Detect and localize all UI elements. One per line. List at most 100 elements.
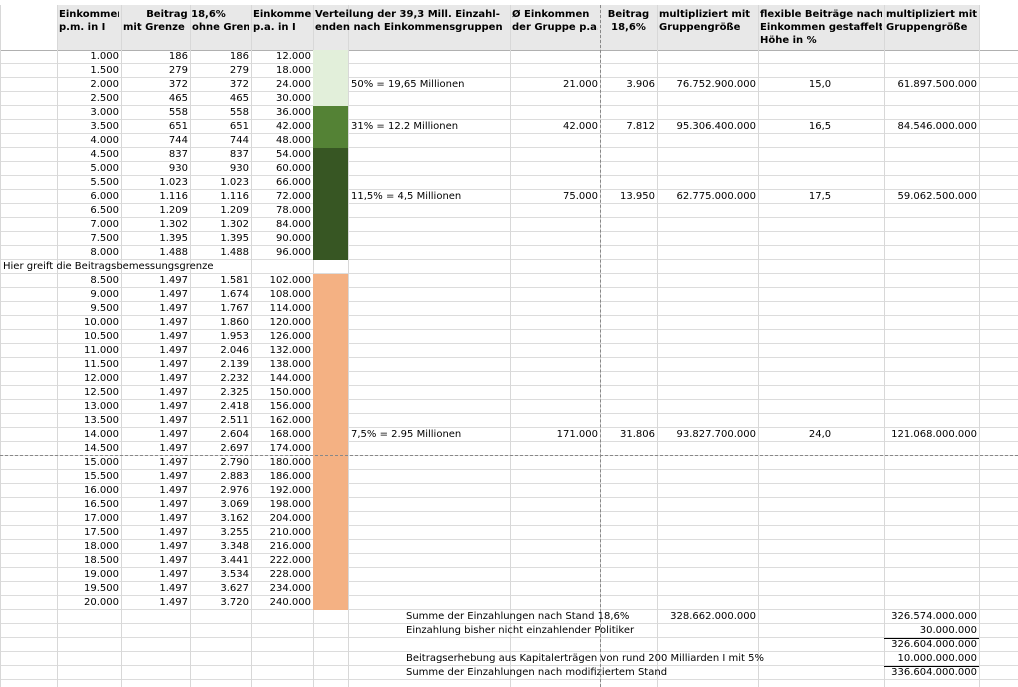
contribution-uncapped: 1.953	[220, 331, 249, 342]
income-pa: 66.000	[276, 177, 311, 188]
header-text: der Gruppe p.a.	[512, 22, 598, 33]
income-pa: 210.000	[269, 527, 311, 538]
contribution-uncapped: 2.697	[220, 443, 249, 454]
income-pm: 12.000	[84, 373, 119, 384]
group-share: 50% = 19,65 Millionen	[351, 79, 465, 90]
income-pm: 1.000	[90, 51, 119, 62]
income-pa: 174.000	[269, 443, 311, 454]
summary-label: Summe der Einzahlungen nach modifizierte…	[406, 667, 668, 678]
contribution-uncapped: 1.023	[220, 177, 249, 188]
income-band	[313, 414, 348, 428]
column-line	[657, 5, 658, 687]
income-pa: 18.000	[276, 65, 311, 76]
contribution-capped: 1.497	[159, 429, 188, 440]
income-pa: 72.000	[276, 191, 311, 202]
contribution-uncapped: 3.069	[220, 499, 249, 510]
contribution-capped: 372	[168, 79, 188, 90]
contribution-uncapped: 1.860	[220, 317, 249, 328]
contribution-uncapped: 372	[229, 79, 249, 90]
header-text: Einkommen	[59, 9, 119, 20]
income-pa: 48.000	[276, 135, 311, 146]
contribution-capped: 1.497	[159, 359, 188, 370]
contribution-capped: 558	[168, 107, 188, 118]
contribution-uncapped: 837	[229, 149, 249, 160]
contribution-capped: 1.497	[159, 345, 188, 356]
contribution-uncapped: 3.255	[220, 527, 249, 538]
income-pm: 16.000	[84, 485, 119, 496]
row-grid	[0, 50, 1018, 687]
income-band	[313, 330, 348, 344]
income-pm: 2.500	[90, 93, 119, 104]
group-flex-rate: 15,0	[808, 79, 832, 90]
contribution-capped: 1.497	[159, 541, 188, 552]
income-pm: 8.000	[90, 247, 119, 258]
group-avg-income: 171.000	[556, 429, 598, 440]
group-flex-total: 121.068.000.000	[891, 429, 977, 440]
summary-total: 328.662.000.000	[670, 611, 756, 622]
contribution-uncapped: 1.395	[220, 233, 249, 244]
contribution-capped: 1.497	[159, 317, 188, 328]
income-band	[313, 190, 348, 204]
income-pm: 2.000	[90, 79, 119, 90]
income-pa: 234.000	[269, 583, 311, 594]
contribution-capped: 1.497	[159, 289, 188, 300]
income-band	[313, 120, 348, 134]
income-band	[313, 512, 348, 526]
income-pm: 14.000	[84, 429, 119, 440]
contribution-uncapped: 2.139	[220, 359, 249, 370]
income-pa: 126.000	[269, 331, 311, 342]
income-pa: 42.000	[276, 121, 311, 132]
contribution-uncapped: 1.209	[220, 205, 249, 216]
income-pa: 192.000	[269, 485, 311, 496]
income-pm: 9.500	[90, 303, 119, 314]
contribution-uncapped: 2.046	[220, 345, 249, 356]
summary-flex-total: 326.574.000.000	[891, 611, 977, 622]
income-band	[313, 484, 348, 498]
header-text: Beitrag 18,6%	[146, 9, 226, 20]
income-pm: 13.500	[84, 415, 119, 426]
header-text: enden nach Einkommensgruppen	[315, 22, 503, 33]
header-text: Ø Einkommen	[512, 9, 590, 20]
summary-flex-total: 10.000.000.000	[897, 653, 977, 664]
column-line	[251, 5, 252, 687]
contribution-capped: 1.497	[159, 527, 188, 538]
contribution-capped: 1.497	[159, 275, 188, 286]
column-line	[758, 5, 759, 687]
summary-flex-total: 326.604.000.000	[891, 639, 977, 650]
income-pm: 18.500	[84, 555, 119, 566]
income-band	[313, 526, 348, 540]
contribution-uncapped: 465	[229, 93, 249, 104]
header-background	[57, 5, 979, 50]
income-band	[313, 596, 348, 610]
summary-label: Summe der Einzahlungen nach Stand 18,6%	[406, 611, 630, 622]
income-band	[313, 78, 348, 92]
income-pa: 144.000	[269, 373, 311, 384]
header-text: Einkommen gestaffelt	[760, 22, 882, 33]
contribution-uncapped: 2.883	[220, 471, 249, 482]
summary-flex-total: 336.604.000.000	[891, 667, 977, 678]
contribution-uncapped: 2.511	[220, 415, 249, 426]
contribution-uncapped: 1.767	[220, 303, 249, 314]
column-line	[57, 5, 58, 687]
contribution-capped: 1.497	[159, 457, 188, 468]
contribution-capped: 1.302	[159, 219, 188, 230]
header-text: Gruppengröße	[659, 22, 741, 33]
income-band	[313, 358, 348, 372]
income-pm: 13.000	[84, 401, 119, 412]
header-text: Höhe in %	[760, 35, 817, 46]
header-text: 18,6%	[611, 22, 646, 33]
income-pa: 120.000	[269, 317, 311, 328]
income-pm: 4.500	[90, 149, 119, 160]
income-pa: 30.000	[276, 93, 311, 104]
group-total: 95.306.400.000	[676, 121, 756, 132]
income-band	[313, 428, 348, 442]
income-pa: 204.000	[269, 513, 311, 524]
income-pa: 12.000	[276, 51, 311, 62]
contribution-uncapped: 2.325	[220, 387, 249, 398]
column-line	[348, 5, 349, 687]
income-pa: 96.000	[276, 247, 311, 258]
income-pa: 138.000	[269, 359, 311, 370]
income-band	[313, 288, 348, 302]
group-contribution: 7.812	[626, 121, 655, 132]
